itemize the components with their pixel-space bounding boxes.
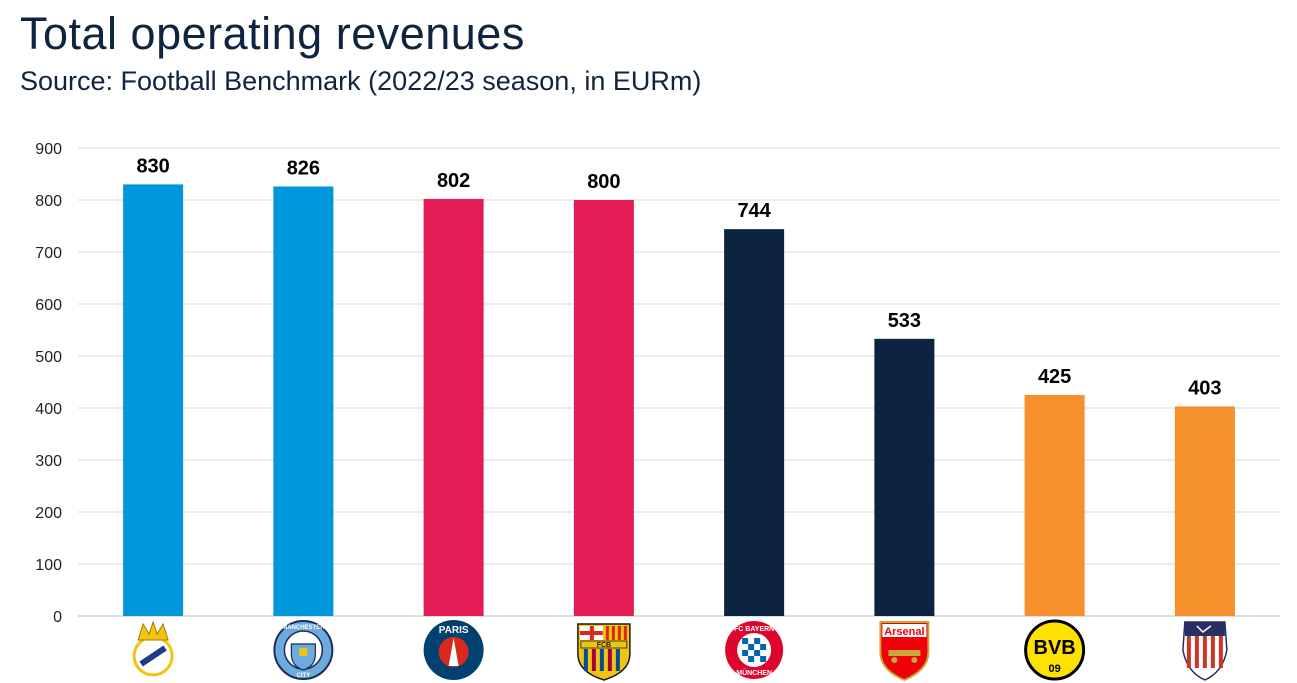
svg-text:MANCHESTER: MANCHESTER (282, 625, 325, 631)
y-tick-label: 0 (53, 609, 62, 626)
bar-paris-saint-germain (423, 198, 484, 616)
y-tick-label: 300 (35, 453, 62, 470)
y-tick-label: 600 (35, 297, 62, 314)
svg-text:09: 09 (1049, 663, 1061, 675)
psg-crest-icon: PARIS (423, 620, 484, 680)
club-logos: MANCHESTER CITY PARIS FCB FC BAYERN MÜNCHEN Ar… (132, 619, 1228, 682)
data-label-fc-bayern-munchen: 744 (737, 200, 771, 222)
bar-atletico-madrid (1174, 406, 1235, 616)
y-tick-label: 700 (35, 245, 62, 262)
fc-bayern-crest-icon: FC BAYERN MÜNCHEN (725, 621, 784, 679)
svg-text:FCB: FCB (597, 642, 611, 649)
y-tick-label: 900 (35, 141, 62, 158)
data-label-real-madrid: 830 (136, 155, 169, 177)
data-label-fc-barcelona: 800 (587, 171, 620, 193)
gridlines (78, 147, 1280, 617)
bar-arsenal (874, 338, 935, 616)
chart-title: Total operating revenues (20, 8, 525, 59)
data-label-arsenal: 533 (888, 310, 921, 332)
svg-text:PARIS: PARIS (439, 625, 469, 636)
bar-borussia-dortmund (1024, 395, 1085, 616)
svg-text:CITY: CITY (297, 673, 311, 679)
svg-text:MÜNCHEN: MÜNCHEN (736, 668, 772, 677)
bar-real-madrid (123, 184, 184, 616)
svg-text:BVB: BVB (1034, 637, 1076, 659)
bar-fc-barcelona (573, 200, 634, 616)
bar-manchester-city (273, 186, 334, 617)
manchester-city-crest-icon: MANCHESTER CITY (273, 620, 334, 680)
atletico-madrid-crest-icon (1182, 621, 1228, 681)
y-tick-label: 200 (35, 505, 62, 522)
bar-fc-bayern-munchen (724, 229, 785, 616)
bvb-crest-icon: BVB 09 (1024, 619, 1086, 681)
data-label-atletico-madrid: 403 (1188, 377, 1221, 399)
y-tick-label: 500 (35, 349, 62, 366)
bars (123, 184, 1235, 617)
y-tick-label: 800 (35, 193, 62, 210)
real-madrid-crest-icon (132, 620, 174, 677)
data-label-paris-saint-germain: 802 (437, 170, 470, 192)
y-tick-label: 400 (35, 401, 62, 418)
data-labels: 830 826 802 800 744 533 425 403 (136, 155, 1221, 399)
y-tick-label: 100 (35, 557, 62, 574)
fc-barcelona-crest-icon: FCB (577, 623, 631, 681)
chart-subtitle: Source: Football Benchmark (2022/23 seas… (20, 66, 702, 96)
svg-text:Arsenal: Arsenal (884, 626, 924, 638)
svg-text:FC BAYERN: FC BAYERN (734, 626, 774, 633)
data-label-borussia-dortmund: 425 (1038, 366, 1071, 388)
arsenal-crest-icon: Arsenal (879, 621, 930, 682)
y-axis-ticks: 0 100 200 300 400 500 600 700 800 900 (35, 141, 62, 626)
data-label-manchester-city: 826 (287, 157, 320, 179)
